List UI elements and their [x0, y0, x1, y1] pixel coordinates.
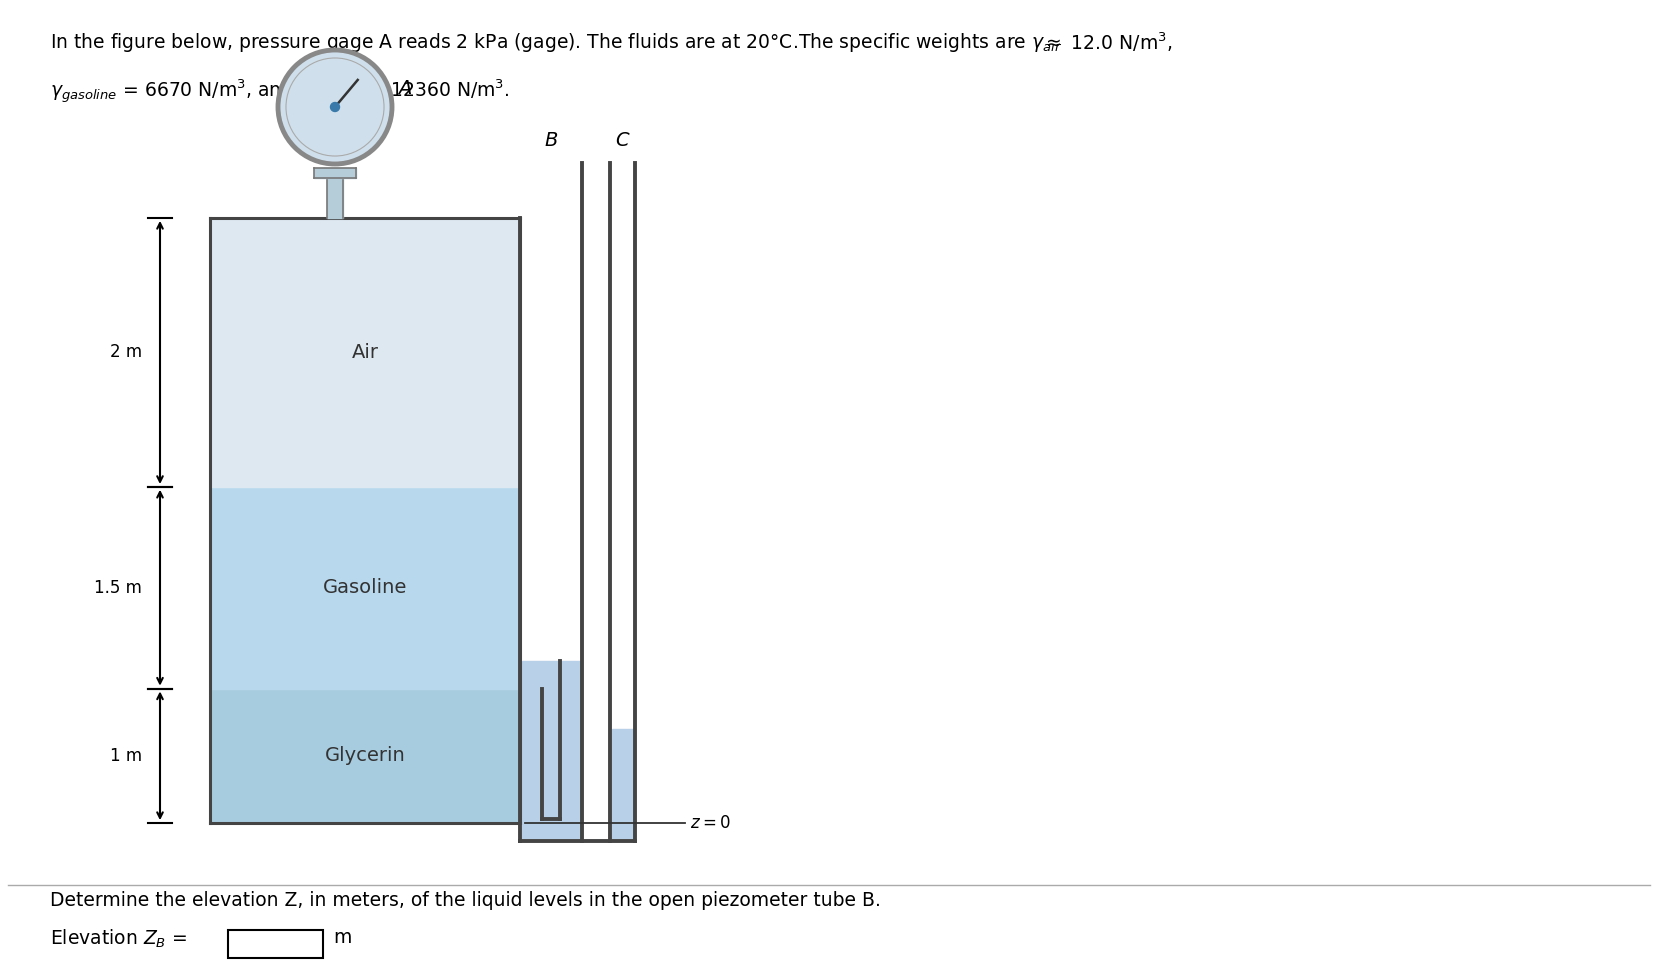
Text: Elevation $Z_B$ =: Elevation $Z_B$ =: [50, 928, 187, 951]
Text: Glycerin: Glycerin: [325, 746, 406, 766]
Circle shape: [330, 102, 340, 112]
Bar: [611, 729, 633, 838]
Text: 2 m: 2 m: [109, 343, 143, 361]
Text: A: A: [398, 80, 411, 98]
Bar: [210, 486, 520, 689]
Text: $\gamma_{gasoline}$ = 6670 N/m$^3$, and $\gamma_{glycerin}$ = 12360 N/m$^3$.: $\gamma_{gasoline}$ = 6670 N/m$^3$, and …: [50, 78, 510, 106]
Text: In the figure below, pressure gage A reads 2 kPa (gage). The fluids are at 20°C.: In the figure below, pressure gage A rea…: [50, 31, 1062, 54]
Text: Air: Air: [351, 342, 378, 362]
Bar: [210, 218, 520, 486]
Text: Gasoline: Gasoline: [323, 578, 408, 597]
Bar: [229, 930, 323, 958]
Circle shape: [278, 50, 393, 164]
Text: $\approx$ 12.0 N/m$^3$,: $\approx$ 12.0 N/m$^3$,: [1042, 31, 1173, 54]
Bar: [313, 168, 356, 178]
Text: Determine the elevation Z, in meters, of the liquid levels in the open piezomete: Determine the elevation Z, in meters, of…: [50, 891, 882, 910]
Text: B: B: [543, 131, 558, 150]
Text: m: m: [333, 928, 351, 947]
Bar: [210, 689, 520, 823]
Bar: [326, 178, 343, 218]
Text: C: C: [616, 131, 630, 150]
Text: 1 m: 1 m: [109, 747, 143, 765]
Text: $z=0$: $z=0$: [689, 814, 731, 832]
Text: 1.5 m: 1.5 m: [94, 579, 143, 596]
Bar: [522, 661, 580, 838]
